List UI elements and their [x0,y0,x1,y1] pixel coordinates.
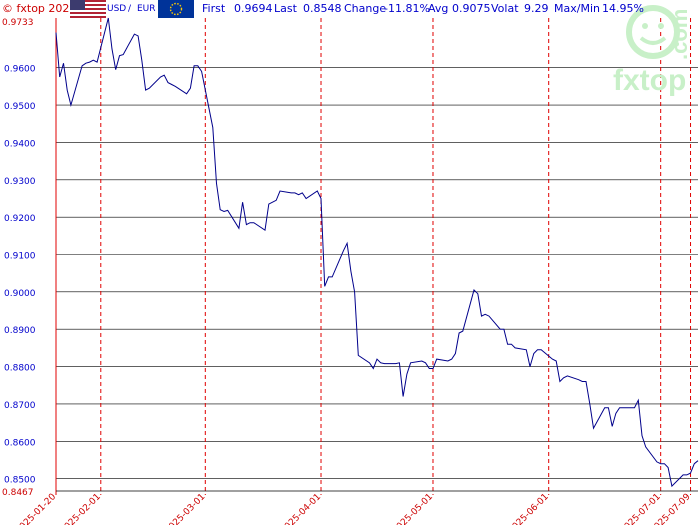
y-tick-label: 0.8900 [4,326,36,336]
stat-avg-value: 0.9075 [452,2,491,15]
stat-avg-label: Avg [428,2,449,15]
fxtop-logo: fxtop .com [613,5,692,97]
vertical-gridlines [55,18,698,495]
y-tick-label: 0.8700 [4,401,36,411]
y-tick-label: 0.8800 [4,364,36,374]
stat-first-label: First [202,2,226,15]
y-tick-label: 0.9300 [4,177,36,187]
y-tick-label: 0.8600 [4,438,36,448]
stat-change-label: Change [344,2,387,15]
logo-text: fxtop [613,64,686,97]
x-tick-label: 2025-02-01 [59,492,103,525]
stat-volat-value: 9.29 [524,2,549,15]
us-flag-icon [70,0,106,18]
series-line [55,17,699,488]
x-tick-label: 2025-04-01 [279,492,323,525]
y-tick-label: 0.9500 [4,102,36,112]
stat-last-label: Last [274,2,297,15]
y-min-label: 0.8467 [2,488,34,498]
stat-first-value: 0.9694 [234,2,273,15]
y-tick-label: 0.8500 [4,476,36,486]
y-tick-label: 0.9600 [4,65,36,75]
smiley-mouth [639,36,667,45]
chart-header: © fxtop 2025 USD / EUR First 0.9694 Last… [0,0,700,18]
y-tick-label: 0.9200 [4,214,36,224]
smiley-eye-left [642,23,648,29]
stat-volat-label: Volat [491,2,519,15]
series-group [55,17,699,488]
pair-quote: EUR [137,4,156,14]
eu-flag-icon [158,0,194,18]
copyright-text: © fxtop 2025 [2,2,77,15]
pair-base: USD [107,4,127,14]
y-tick-labels: 0.9600 0.9500 0.9400 0.9300 0.9200 0.9100 0.90… [2,18,36,498]
stat-maxmin-value: 14.95% [602,2,644,15]
smiley-icon [626,5,680,59]
smiley-eye-right [658,23,664,29]
pair-separator: / [128,4,132,14]
y-tick-label: 0.9400 [4,139,36,149]
horizontal-gridlines [56,67,698,479]
x-tick-label: 2025-06-01 [507,492,551,525]
y-tick-label: 0.9000 [4,289,36,299]
stat-last-value: 0.8548 [303,2,342,15]
x-tick-label: 2025-05-01 [391,492,435,525]
stat-change-value: -11.81% [384,2,430,15]
stat-maxmin-label: Max/Min [554,2,600,15]
x-tick-labels: 2025-01-20 2025-02-01 2025-03-01 2025-04-01… [14,492,693,529]
y-tick-label: 0.9100 [4,252,36,262]
x-tick-label: 2025-03-01 [163,492,207,525]
logo-suffix: .com [667,9,692,60]
y-max-label: 0.9733 [2,18,34,28]
